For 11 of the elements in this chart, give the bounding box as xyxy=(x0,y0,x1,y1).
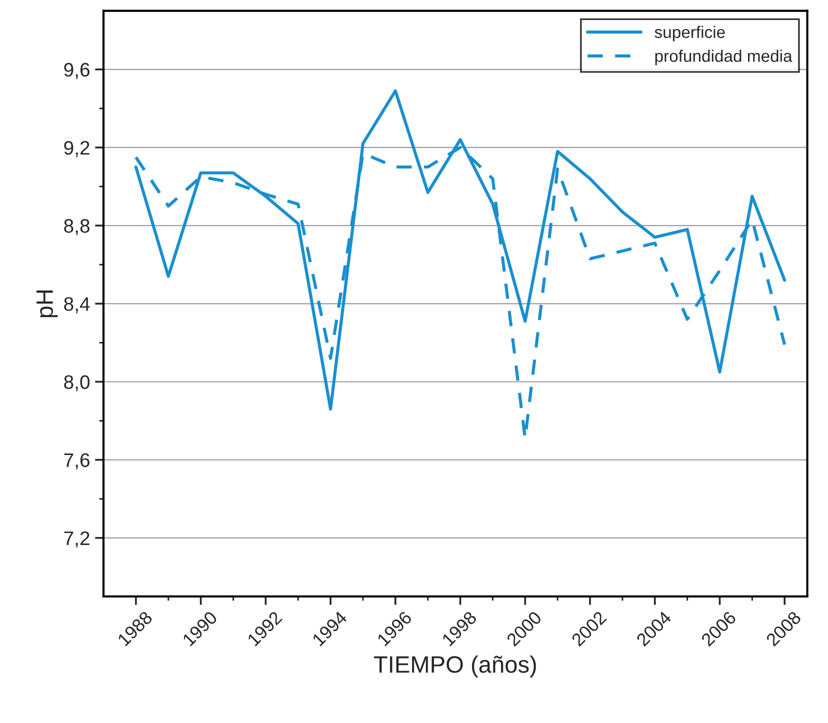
y-tick-label: 8,4 xyxy=(64,297,90,314)
legend-label: profundidad media xyxy=(655,50,792,66)
y-tick-label: 8,8 xyxy=(64,219,90,236)
y-axis-title: pH xyxy=(36,290,58,318)
y-tick-label: 9,2 xyxy=(64,140,90,158)
legend-label: superficie xyxy=(654,26,725,42)
x-axis-title: TIEMPO (años) xyxy=(374,656,536,678)
y-tick-label: 9,6 xyxy=(64,62,90,79)
y-tick-label: 7,2 xyxy=(64,531,90,548)
y-tick-label: 7,6 xyxy=(64,453,90,470)
y-tick-label: 8,0 xyxy=(64,375,90,392)
